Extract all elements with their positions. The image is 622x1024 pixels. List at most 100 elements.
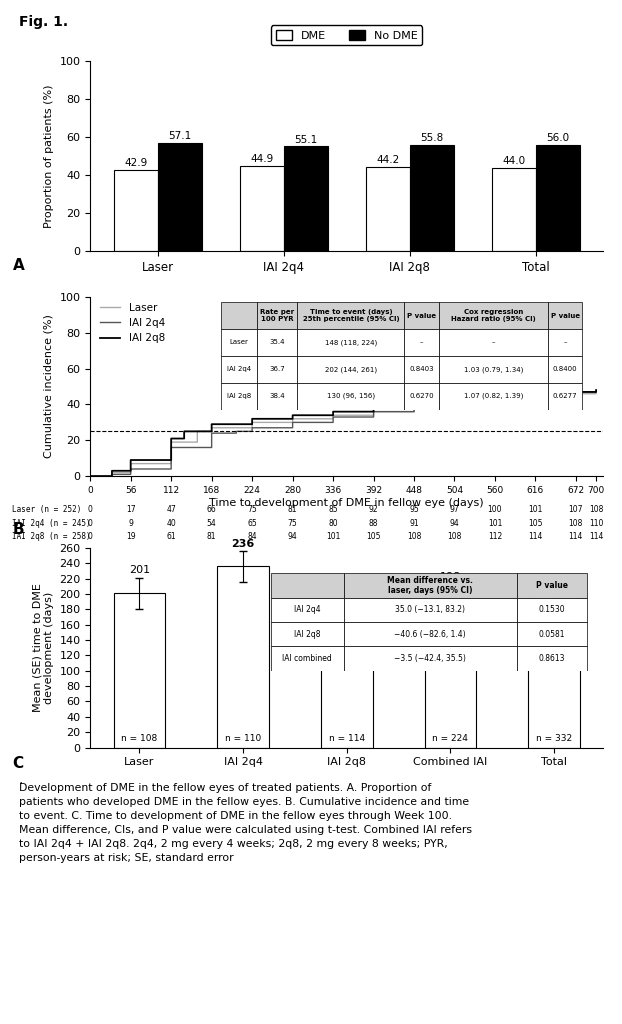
Text: 0.8613: 0.8613 <box>539 654 565 664</box>
Text: 201: 201 <box>129 565 150 575</box>
Text: 84: 84 <box>248 532 257 541</box>
Bar <box>239 166 284 251</box>
Bar <box>257 302 297 329</box>
Text: –: – <box>491 339 495 345</box>
Bar <box>221 329 257 356</box>
Text: 236: 236 <box>231 539 255 549</box>
Bar <box>344 646 517 671</box>
Bar <box>404 383 439 410</box>
Text: 42.9: 42.9 <box>124 158 147 168</box>
Text: 107: 107 <box>569 506 583 514</box>
Bar <box>548 302 582 329</box>
Text: 0.8403: 0.8403 <box>409 367 434 373</box>
Text: 61: 61 <box>166 532 176 541</box>
Text: IAI combined: IAI combined <box>282 654 332 664</box>
Text: 0.6277: 0.6277 <box>553 393 577 399</box>
Y-axis label: Proportion of patients (%): Proportion of patients (%) <box>44 84 54 228</box>
Bar <box>257 329 297 356</box>
Text: Fig. 1.: Fig. 1. <box>19 15 68 30</box>
Text: 105: 105 <box>366 532 381 541</box>
Text: Mean difference vs.
laser, days (95% CI): Mean difference vs. laser, days (95% CI) <box>388 575 473 595</box>
Bar <box>517 598 587 623</box>
Bar <box>404 329 439 356</box>
Bar <box>344 598 517 623</box>
Text: 44.0: 44.0 <box>502 156 526 166</box>
Text: 0.6270: 0.6270 <box>409 393 434 399</box>
Bar <box>439 356 548 383</box>
Text: 108: 108 <box>407 532 421 541</box>
Text: 44.9: 44.9 <box>250 154 273 164</box>
Bar <box>536 144 580 251</box>
Bar <box>221 356 257 383</box>
Bar <box>297 329 404 356</box>
Bar <box>439 383 548 410</box>
Text: 108: 108 <box>447 532 462 541</box>
Text: 130 (96, 156): 130 (96, 156) <box>327 393 375 399</box>
Bar <box>297 356 404 383</box>
Text: 19: 19 <box>126 532 136 541</box>
Text: 101: 101 <box>528 506 542 514</box>
Bar <box>271 598 344 623</box>
Text: 38.4: 38.4 <box>269 393 285 399</box>
Text: 47: 47 <box>166 506 176 514</box>
Text: 75: 75 <box>288 519 297 527</box>
Bar <box>271 623 344 646</box>
Bar <box>410 145 454 251</box>
Text: 0.0581: 0.0581 <box>539 630 565 639</box>
Bar <box>548 356 582 383</box>
Text: n = 108: n = 108 <box>121 734 157 743</box>
Text: 1.07 (0.82, 1.39): 1.07 (0.82, 1.39) <box>463 393 523 399</box>
Text: IAI 2q4: IAI 2q4 <box>294 605 320 614</box>
Y-axis label: Mean (SE) time to DME
development (days): Mean (SE) time to DME development (days) <box>32 584 53 712</box>
Text: –: – <box>420 339 424 345</box>
Legend: Laser, IAI 2q4, IAI 2q8: Laser, IAI 2q4, IAI 2q8 <box>95 299 169 347</box>
Text: P value: P value <box>407 312 436 318</box>
Bar <box>271 646 344 671</box>
Bar <box>344 623 517 646</box>
Text: −40.6 (−82.6, 1.4): −40.6 (−82.6, 1.4) <box>394 630 466 639</box>
Text: 35.0 (−13.1, 83.2): 35.0 (−13.1, 83.2) <box>396 605 465 614</box>
Text: 35.4: 35.4 <box>269 339 285 345</box>
Text: IAI 2q8: IAI 2q8 <box>294 630 320 639</box>
Bar <box>548 329 582 356</box>
Text: 85: 85 <box>328 506 338 514</box>
Text: 9: 9 <box>128 519 133 527</box>
Text: 91: 91 <box>409 519 419 527</box>
Bar <box>404 356 439 383</box>
Text: 88: 88 <box>369 519 378 527</box>
Text: 94: 94 <box>288 532 297 541</box>
Text: 199: 199 <box>544 573 565 584</box>
Bar <box>439 329 548 356</box>
Text: 94: 94 <box>450 519 459 527</box>
Text: Rate per
100 PYR: Rate per 100 PYR <box>260 309 294 322</box>
Text: IAI 2q8: IAI 2q8 <box>227 393 251 399</box>
Text: 0: 0 <box>88 519 93 527</box>
Text: 105: 105 <box>528 519 542 527</box>
Text: IAI 2q8 (n = 258): IAI 2q8 (n = 258) <box>12 532 91 541</box>
Text: 40: 40 <box>166 519 176 527</box>
Bar <box>548 383 582 410</box>
Text: 112: 112 <box>488 532 502 541</box>
Bar <box>297 302 404 329</box>
Text: P value: P value <box>536 581 568 590</box>
Text: 97: 97 <box>450 506 459 514</box>
Bar <box>257 356 297 383</box>
Bar <box>113 593 165 748</box>
Text: IAI 2q4 (n = 245): IAI 2q4 (n = 245) <box>12 519 91 527</box>
Text: 56.0: 56.0 <box>546 133 570 143</box>
Text: 114: 114 <box>569 532 583 541</box>
Bar <box>528 595 580 748</box>
Text: 0: 0 <box>88 532 93 541</box>
Text: 75: 75 <box>247 506 257 514</box>
Text: n = 110: n = 110 <box>225 734 261 743</box>
Bar <box>404 302 439 329</box>
Text: 1.03 (0.79, 1.34): 1.03 (0.79, 1.34) <box>463 366 523 373</box>
Bar <box>257 383 297 410</box>
Text: 114: 114 <box>589 532 603 541</box>
Bar <box>425 596 476 748</box>
Text: 100: 100 <box>488 506 502 514</box>
Text: Time to event (days)
25th percentile (95% CI): Time to event (days) 25th percentile (95… <box>302 309 399 322</box>
Text: 148 (118, 224): 148 (118, 224) <box>325 339 377 346</box>
Bar <box>113 170 157 251</box>
Text: 110: 110 <box>589 519 603 527</box>
